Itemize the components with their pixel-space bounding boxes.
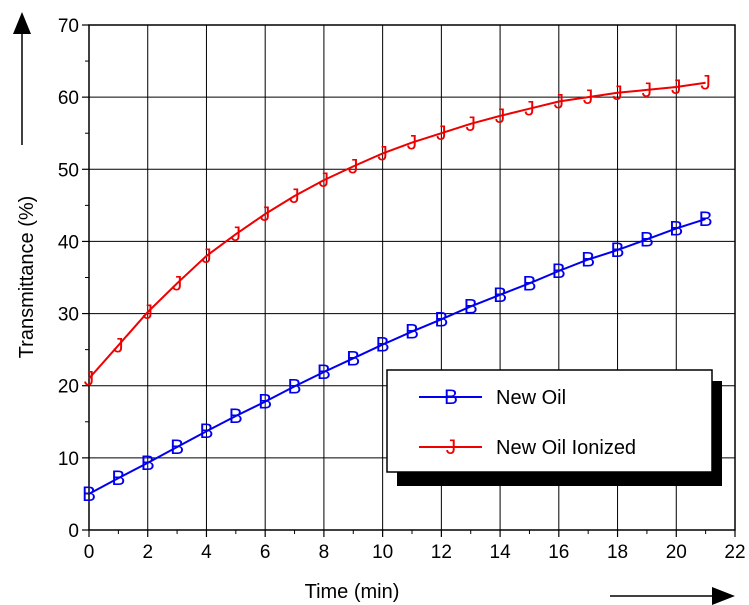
data-point: B <box>669 217 683 240</box>
x-tick-label: 6 <box>260 542 271 563</box>
data-point: J <box>201 245 212 268</box>
y-tick-label: 70 <box>58 16 79 37</box>
data-point: J <box>231 223 242 246</box>
y-tick-label: 40 <box>58 232 79 253</box>
data-point: J <box>142 301 153 324</box>
data-point: B <box>82 483 96 506</box>
data-point: B <box>376 334 390 357</box>
legend-swatch-marker: J <box>446 436 457 459</box>
y-tick-label: 10 <box>58 449 79 470</box>
data-point: B <box>111 467 125 490</box>
data-point: B <box>464 295 478 318</box>
data-point: B <box>611 239 625 262</box>
y-axis-title: Transmittance (%) <box>16 196 38 359</box>
x-tick-label: 0 <box>84 542 95 563</box>
data-point: J <box>377 142 388 165</box>
y-tick-label: 20 <box>58 377 79 398</box>
x-tick-label: 22 <box>724 542 745 563</box>
data-point: J <box>436 122 447 145</box>
data-point: J <box>524 98 535 121</box>
x-axis-arrow-head <box>712 587 735 605</box>
data-point: B <box>199 420 213 443</box>
data-point: B <box>640 228 654 251</box>
data-point: J <box>671 76 682 99</box>
x-tick-label: 4 <box>201 542 212 563</box>
data-point: B <box>434 308 448 331</box>
data-point: J <box>612 82 623 105</box>
data-point: B <box>229 405 243 428</box>
series-line <box>88 218 706 495</box>
data-point: B <box>405 321 419 344</box>
legend: B New Oil J New Oil Ionized <box>386 369 722 486</box>
x-axis-title: Time (min) <box>305 581 400 603</box>
x-tick-label: 12 <box>431 542 452 563</box>
data-point: J <box>319 169 330 192</box>
data-point: J <box>113 334 124 357</box>
y-tick-label: 30 <box>58 305 79 326</box>
y-axis-arrow-head <box>13 12 31 34</box>
x-tick-label: 18 <box>607 542 628 563</box>
data-point: J <box>260 203 271 226</box>
data-point: B <box>317 361 331 384</box>
data-point: B <box>346 347 360 370</box>
series-line <box>88 81 706 380</box>
data-point: B <box>699 208 713 231</box>
grid <box>89 25 735 530</box>
legend-label: New Oil <box>496 387 566 409</box>
legend-entry: J New Oil Ionized <box>419 436 636 459</box>
y-tick-label: 50 <box>58 160 79 181</box>
data-point: B <box>258 391 272 414</box>
legend-label: New Oil Ionized <box>496 437 636 459</box>
legend-swatch-marker: B <box>444 386 458 409</box>
x-tick-label: 8 <box>319 542 330 563</box>
data-point: J <box>465 113 476 136</box>
axis-arrows <box>13 12 735 605</box>
data-point: B <box>552 260 566 283</box>
data-point: J <box>348 155 359 178</box>
data-point: J <box>495 105 506 128</box>
x-tick-label: 14 <box>490 542 512 563</box>
data-point: B <box>493 284 507 307</box>
x-tick-label: 10 <box>372 542 393 563</box>
data-point: J <box>642 79 653 102</box>
x-tick-label: 16 <box>548 542 569 563</box>
data-point: J <box>84 368 95 391</box>
x-tick-label: 20 <box>666 542 687 563</box>
data-point: B <box>522 272 536 295</box>
data-point: J <box>289 185 300 208</box>
y-tick-label: 60 <box>58 88 79 109</box>
data-point: B <box>141 452 155 475</box>
data-point: B <box>170 436 184 459</box>
ticks: 0 2 4 6 8 10 12 14 16 18 20 22 0 10 20 30 40 50 60 70 <box>58 16 746 563</box>
data-point: J <box>554 90 565 113</box>
legend-entry: B New Oil <box>419 386 566 409</box>
x-tick-label: 2 <box>142 542 153 563</box>
data-point: J <box>407 132 418 155</box>
data-point: B <box>288 375 302 398</box>
data-point: B <box>581 248 595 271</box>
data-point: J <box>583 86 594 109</box>
legend-box <box>386 369 713 473</box>
data-point: J <box>700 72 711 95</box>
y-tick-label: 0 <box>68 521 79 542</box>
data-point: J <box>172 272 183 295</box>
